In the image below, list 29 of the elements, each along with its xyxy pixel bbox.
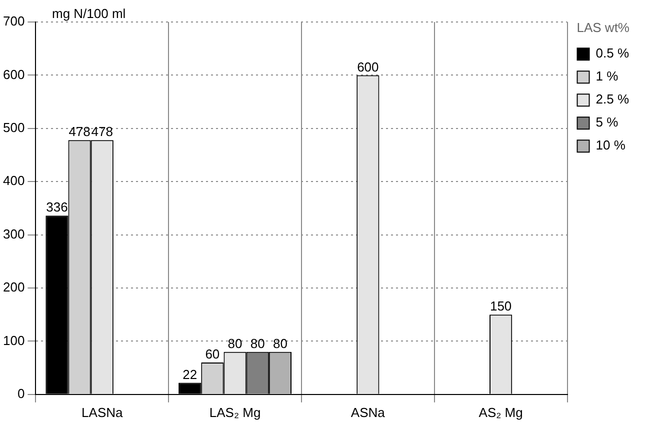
y-tick-label: 400 — [2, 173, 25, 188]
x-tick-label: ASNa — [350, 404, 386, 420]
data-label: 80 — [272, 336, 288, 351]
data-label: 60 — [205, 346, 220, 362]
legend-label: 2.5 % — [596, 92, 630, 107]
y-tick-label: 100 — [2, 332, 25, 348]
legend-label: 5 % — [596, 114, 619, 130]
y-tick-label: 500 — [2, 120, 25, 135]
legend-label: 0.5 % — [596, 46, 630, 61]
data-label: 478 — [68, 124, 90, 140]
y-tick-label: 700 — [2, 14, 25, 29]
y-tick-label: 600 — [2, 66, 25, 82]
legend-label: 1 % — [596, 68, 619, 84]
data-label: 80 — [250, 336, 265, 351]
data-label: 478 — [91, 124, 113, 140]
legend-title: LAS wt% — [576, 20, 630, 36]
y-axis-title: mg N/100 ml — [52, 6, 126, 21]
x-tick-label: LAS₂ Mg — [209, 404, 261, 420]
data-label: 150 — [490, 298, 512, 314]
data-label: 336 — [46, 200, 68, 215]
data-label: 22 — [182, 366, 198, 382]
x-tick-label: AS₂ Mg — [478, 404, 523, 420]
y-tick-label: 300 — [2, 226, 25, 242]
y-tick-label: 200 — [2, 280, 25, 295]
data-label: 80 — [228, 336, 242, 351]
legend-label: 10 % — [596, 138, 626, 153]
x-tick-label: LASNa — [82, 404, 124, 420]
y-tick-label: 0 — [17, 386, 25, 401]
data-label: 600 — [357, 59, 379, 74]
